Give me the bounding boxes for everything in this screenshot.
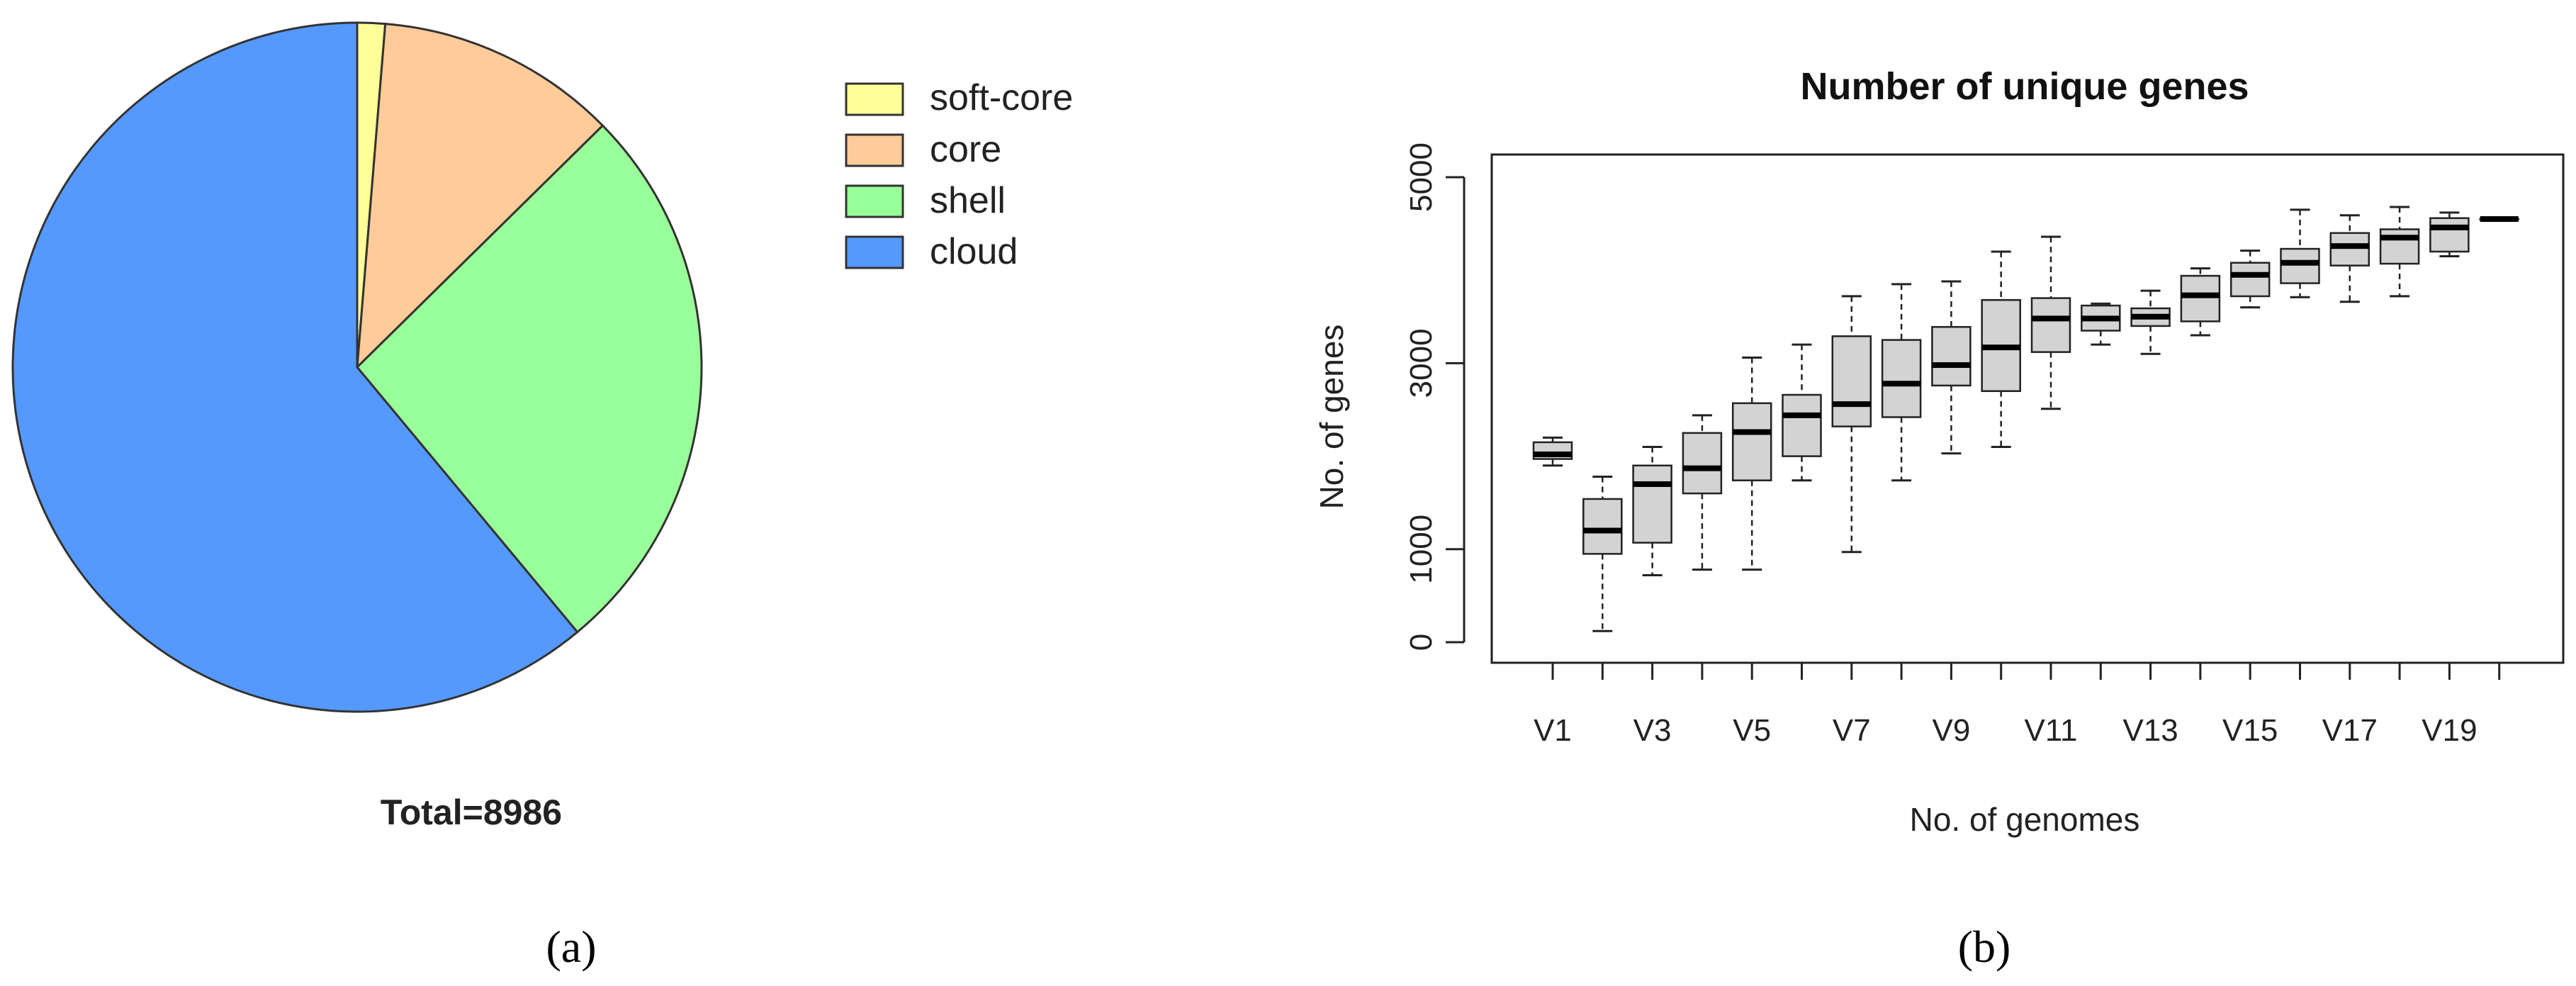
boxplot-boxes xyxy=(1532,206,2519,632)
box-body xyxy=(1831,335,1872,427)
x-tick-label: V1 xyxy=(1534,713,1572,748)
box-V2 xyxy=(1582,475,1623,632)
box-V3 xyxy=(1632,445,1672,577)
box-body xyxy=(1782,393,1822,457)
legend-label-core: core xyxy=(930,129,1001,170)
x-tick-label: V13 xyxy=(2122,713,2178,748)
y-tick-label: 1000 xyxy=(1404,515,1439,584)
legend-label-cloud: cloud xyxy=(930,231,1018,272)
pie-legend: soft-core core shell cloud xyxy=(845,77,1073,272)
pie-chart xyxy=(11,21,703,713)
x-tick-label: V9 xyxy=(1932,713,1970,748)
legend-swatch-cloud xyxy=(845,235,904,269)
x-tick-label: V5 xyxy=(1733,713,1771,748)
box-body xyxy=(1931,325,1972,387)
box-body xyxy=(2329,232,2370,267)
box-V7 xyxy=(1831,295,1872,554)
x-tick-label: V15 xyxy=(2222,713,2278,748)
boxplot-y-axis-title: No. of genes xyxy=(1313,325,1350,510)
box-V1 xyxy=(1532,436,1573,467)
y-tick-label: 3000 xyxy=(1404,328,1439,398)
pie-slice-shell xyxy=(355,124,703,634)
legend-swatch-soft-core xyxy=(845,82,904,116)
box-V10 xyxy=(1981,250,2021,448)
box-body xyxy=(2229,262,2271,298)
box-body xyxy=(1682,432,1723,495)
pie-slice-cloud xyxy=(11,21,579,713)
box-V5 xyxy=(1731,357,1772,571)
panel-b-caption: (b) xyxy=(1958,921,2011,972)
boxplot-title: Number of unique genes xyxy=(1800,65,2249,108)
box-V12 xyxy=(2081,302,2121,346)
legend-swatch-core xyxy=(845,133,904,167)
x-tick-label: V7 xyxy=(1833,713,1871,748)
panel-a-caption: (a) xyxy=(546,921,596,972)
legend-swatch-shell xyxy=(845,184,904,218)
x-tick-label: V17 xyxy=(2322,713,2378,748)
box-V19 xyxy=(2429,211,2470,258)
box-V16 xyxy=(2280,208,2320,298)
box-body xyxy=(2429,217,2470,253)
boxplot-y-axis: 0 1000 3000 5000 xyxy=(1404,142,1466,651)
box-V17 xyxy=(2329,214,2370,303)
box-V20 xyxy=(2479,216,2519,223)
box-V4 xyxy=(1682,414,1723,571)
box-body xyxy=(1582,498,1623,555)
box-body xyxy=(1881,339,1922,418)
box-V18 xyxy=(2379,206,2420,298)
box-body xyxy=(1632,464,1672,544)
x-tick-label: V11 xyxy=(2024,713,2077,748)
box-V13 xyxy=(2130,289,2171,355)
box-body xyxy=(2030,297,2071,353)
box-V11 xyxy=(2030,235,2071,410)
box-body xyxy=(2180,274,2221,323)
box-body xyxy=(1731,402,1772,481)
boxplot-x-axis-title: No. of genomes xyxy=(1910,801,2140,838)
legend-label-soft-core: soft-core xyxy=(930,77,1073,118)
box-V15 xyxy=(2229,250,2271,309)
box-V14 xyxy=(2180,267,2221,337)
box-V9 xyxy=(1931,280,1972,455)
box-body xyxy=(2280,247,2320,284)
pie-slice-core xyxy=(356,23,604,370)
boxplot-x-axis: V1 V3 V5 V7 V9 V11 V13 V15 V17 V19 xyxy=(1534,661,2501,748)
box-body xyxy=(2379,228,2420,265)
x-tick-label: V19 xyxy=(2422,713,2477,748)
legend-label-shell: shell xyxy=(930,180,1006,221)
box-V6 xyxy=(1782,343,1822,482)
box-V8 xyxy=(1881,283,1922,482)
pie-total-label: Total=8986 xyxy=(381,792,562,832)
x-tick-label: V3 xyxy=(1633,713,1672,748)
y-tick-label: 5000 xyxy=(1404,142,1439,212)
y-tick-label: 0 xyxy=(1404,634,1439,651)
